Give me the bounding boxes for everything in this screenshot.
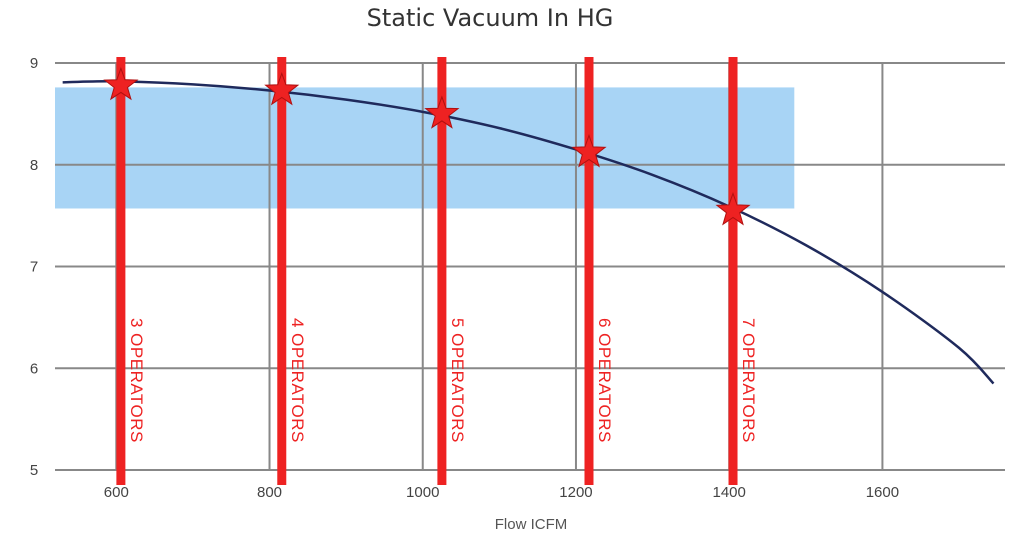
vacuum-curve-line	[62, 80, 995, 385]
vacuum-curve	[62, 80, 995, 385]
x-axis-label: Flow ICFM	[495, 516, 568, 533]
grid	[55, 62, 1005, 471]
operator-label: 5 OPERATORS	[448, 318, 467, 443]
chart-title: Static Vacuum In HG	[367, 4, 614, 32]
x-tick-label: 1400	[713, 484, 746, 501]
operator-star-icon	[715, 192, 751, 226]
y-tick-label: 7	[30, 259, 38, 276]
x-tick-label: 1600	[866, 484, 899, 501]
operator-line	[116, 57, 126, 485]
operator-line	[437, 57, 447, 485]
x-tick-label: 1000	[406, 484, 439, 501]
x-tick-label: 800	[257, 484, 282, 501]
operator-line	[584, 57, 594, 485]
tick-labels: 5 6 7 8 9 600 800 1000 1200 1400 1600	[30, 55, 899, 501]
operator-star-icon	[264, 72, 300, 106]
y-tick-label: 9	[30, 55, 38, 72]
operator-star-icon	[424, 95, 460, 129]
operator-label: 7 OPERATORS	[739, 318, 758, 443]
operator-markers: 3 OPERATORS 4 OPERATORS 5 OPERATORS 6 OPERA…	[103, 57, 758, 485]
band-rect	[55, 87, 795, 209]
acceptable-range-band	[55, 87, 795, 209]
operator-label: 3 OPERATORS	[127, 318, 146, 443]
y-tick-label: 5	[30, 462, 38, 479]
operator-star-icon	[571, 134, 607, 168]
operator-label: 6 OPERATORS	[595, 318, 614, 443]
operator-star-icon	[103, 66, 139, 101]
x-tick-label: 600	[104, 484, 129, 501]
operator-line	[728, 57, 738, 485]
operator-label: 4 OPERATORS	[288, 318, 307, 443]
y-tick-label: 6	[30, 360, 38, 377]
y-tick-label: 8	[30, 157, 38, 174]
operator-line	[277, 57, 287, 485]
x-tick-label: 1200	[559, 484, 592, 501]
